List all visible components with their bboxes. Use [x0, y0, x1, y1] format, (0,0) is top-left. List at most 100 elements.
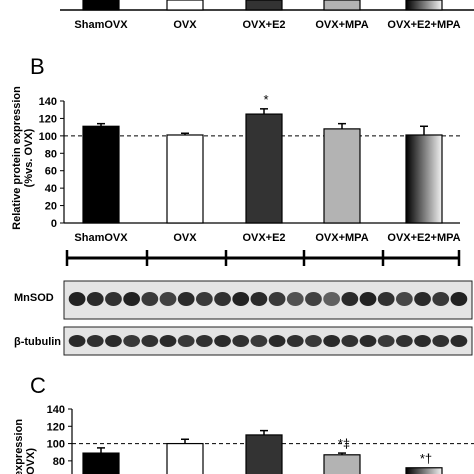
panel-b-y-axis-title-line1: Relative protein expression — [11, 86, 23, 230]
blot-band — [305, 335, 322, 347]
panel-b-x-tick-label: OVX+MPA — [315, 232, 368, 244]
blot-band — [196, 335, 213, 347]
panel-c-y-axis-title-line1: expression — [13, 419, 25, 474]
top-x-tick-label: OVX+E2+MPA — [387, 19, 460, 31]
blot-band — [214, 335, 231, 347]
panel-b-y-tick-label: 0 — [51, 218, 57, 230]
blot-band — [432, 335, 450, 347]
panel-b-y-tick-label: 80 — [45, 148, 57, 160]
blot-band — [450, 292, 468, 306]
blot-band — [268, 335, 286, 347]
panel-b-bar — [166, 134, 204, 224]
panel-b-bar — [245, 113, 283, 224]
top-x-tick-label: OVX+E2 — [242, 19, 285, 31]
blot-label-mnsod: MnSOD — [14, 292, 54, 304]
blot-band — [68, 335, 86, 347]
panel-b-bar — [323, 128, 361, 224]
panel-b-x-tick-label: ShamOVX — [74, 232, 128, 244]
top-x-tick-label: OVX+MPA — [315, 19, 368, 31]
blot-band — [341, 335, 359, 347]
blot-band — [359, 292, 377, 306]
blot-band — [341, 292, 359, 306]
panel-b-y-tick-label: 20 — [45, 201, 57, 213]
panel-c-y-tick-label: 80 — [53, 456, 65, 468]
panel-b-y-axis-title-line2: (%vs. OVX) — [23, 128, 35, 187]
panel-c-bar — [245, 434, 283, 474]
blot-band — [250, 335, 268, 347]
blot-band — [232, 335, 250, 347]
top-x-tick-label: ShamOVX — [74, 19, 128, 31]
blot-band — [141, 335, 159, 347]
panel-c-y-axis-title-line2: OVX) — [25, 448, 37, 474]
blot-band — [123, 335, 140, 347]
blot-band — [268, 292, 286, 306]
blot-band — [123, 292, 140, 306]
blot-band — [286, 292, 304, 306]
blot-band — [250, 292, 268, 306]
blot-beta-tubulin — [63, 326, 473, 356]
top-bar-stub — [82, 0, 120, 11]
panel-c-bar — [82, 452, 120, 474]
panel-b-x-tick-label: OVX+E2 — [242, 232, 285, 244]
panel-letter-b: B — [30, 54, 45, 79]
panel-c-bar — [323, 454, 361, 474]
blot-band — [68, 292, 86, 306]
panel-b-x-tick-label: OVX — [173, 232, 197, 244]
panel-c-significance-marker: *‡ — [338, 436, 350, 451]
panel-b-bar — [82, 125, 120, 224]
panel-b-y-tick-label: 140 — [39, 96, 57, 108]
top-x-tick-label: OVX — [173, 19, 197, 31]
top-bar-stub — [245, 0, 283, 11]
blot-band — [86, 292, 104, 306]
blot-band — [159, 335, 177, 347]
blot-band — [196, 292, 213, 306]
panel-c-y-tick-label: 100 — [47, 439, 65, 451]
top-bar-stub — [323, 0, 361, 11]
blot-band — [396, 335, 413, 347]
blot-band — [177, 292, 195, 306]
blot-band — [377, 292, 395, 306]
top-bar-stub — [166, 0, 204, 11]
blot-band — [214, 292, 231, 306]
blot-band — [105, 292, 122, 306]
panel-c-significance-marker: *† — [420, 451, 432, 466]
blot-band — [432, 292, 450, 306]
blot-mnsod — [63, 280, 473, 320]
blot-bands-beta-tubulin — [68, 335, 468, 347]
panel-b-y-axis-title: Relative protein expression (%vs. OVX) — [11, 86, 35, 230]
panel-b-y-tick-label: 120 — [39, 113, 57, 125]
blot-lane-bracket — [65, 250, 461, 266]
blot-band — [177, 335, 195, 347]
blot-band — [359, 335, 377, 347]
panel-c-y-tick-label: 120 — [47, 421, 65, 433]
blot-band — [232, 292, 250, 306]
blot-band — [323, 335, 340, 347]
blot-band — [414, 335, 431, 347]
blot-band — [450, 335, 468, 347]
blot-band — [305, 292, 322, 306]
panel-c-bar — [405, 467, 443, 474]
panel-c-y-axis-title: expression OVX) — [13, 419, 37, 474]
blot-band — [141, 292, 159, 306]
top-panel-partial: ShamOVX OVX OVX+E2 OVX+MPA OVX+E2+MPA — [60, 0, 474, 31]
blot-band — [159, 292, 177, 306]
panel-c-bar — [166, 442, 204, 474]
blot-band — [323, 292, 340, 306]
top-panel-bar-stubs — [82, 0, 443, 11]
panel-b-y-tick-label: 100 — [39, 131, 57, 143]
panel-b-y-tick-label: 60 — [45, 166, 57, 178]
panel-c-y-tick-label: 140 — [47, 404, 65, 416]
top-panel-x-tick-labels: ShamOVX OVX OVX+E2 OVX+MPA OVX+E2+MPA — [74, 19, 460, 31]
blot-band — [86, 335, 104, 347]
blot-band — [105, 335, 122, 347]
panel-b-bar — [405, 134, 443, 224]
blot-band — [414, 292, 431, 306]
panel-b-y-tick-label: 40 — [45, 183, 57, 195]
blot-label-beta-tubulin: β-tubulin — [14, 336, 61, 348]
top-bar-stub — [405, 0, 443, 11]
panel-letter-c: C — [30, 373, 46, 398]
panel-b-significance-marker: * — [263, 92, 268, 107]
panel-c-bar-chart: 80 100 120 140 *‡ *† — [47, 404, 474, 474]
blot-band — [286, 335, 304, 347]
